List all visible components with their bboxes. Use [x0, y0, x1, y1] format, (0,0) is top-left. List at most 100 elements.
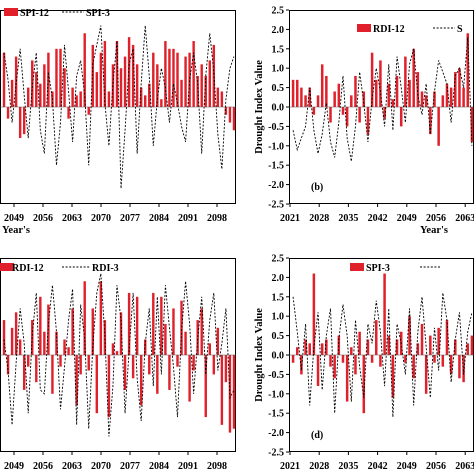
bar [370, 355, 374, 363]
bar [424, 95, 428, 107]
bar [308, 87, 311, 107]
bar [188, 355, 191, 402]
bar [103, 41, 107, 107]
legend-bar-label: RDI-12 [373, 24, 405, 35]
bar [79, 355, 82, 375]
bar [341, 355, 345, 363]
bar [316, 355, 320, 387]
bar [454, 72, 457, 107]
x-tick-label: 2056 [426, 213, 446, 224]
bar [437, 107, 440, 146]
panel-label: (b) [311, 182, 323, 193]
x-tick-label: 2063 [62, 461, 82, 472]
bar [148, 83, 151, 107]
x-tick-label: 2042 [368, 461, 388, 472]
bar [10, 79, 14, 107]
y-tick-label: -2.5 [268, 448, 284, 459]
bar [212, 355, 216, 375]
x-tick-label: 2049 [397, 213, 417, 224]
bar [144, 339, 147, 355]
bar [119, 312, 123, 355]
legend-bar-swatch [350, 263, 364, 271]
bar [362, 91, 366, 107]
x-tick-label: 2056 [33, 213, 53, 224]
bar [416, 72, 420, 107]
bar [354, 75, 357, 107]
y-tick-label: 1.0 [272, 312, 285, 323]
bar [333, 91, 336, 107]
bar [449, 355, 453, 375]
x-tick-label: 2035 [338, 213, 358, 224]
x-tick-label: 2028 [309, 461, 329, 472]
bar [67, 347, 70, 355]
bar [6, 107, 10, 119]
bar [152, 292, 155, 355]
bar [383, 273, 386, 355]
bar [75, 95, 78, 107]
x-tick-label: 2091 [178, 213, 198, 224]
bar [87, 355, 90, 371]
dashed-line-series [292, 292, 473, 418]
y-tick-label: -2.0 [268, 180, 284, 191]
bar [152, 52, 155, 107]
bar [111, 343, 115, 355]
bar [345, 355, 349, 402]
bar [333, 355, 336, 379]
x-tick-label: 2028 [309, 213, 329, 224]
bar [204, 75, 207, 107]
bar [2, 52, 6, 107]
y-tick-label: -2.5 [268, 200, 284, 211]
bar [295, 79, 299, 107]
bar [416, 343, 420, 355]
bar [200, 64, 203, 107]
bar [470, 107, 474, 142]
bar [462, 87, 465, 107]
bar [91, 308, 94, 355]
bar [160, 296, 163, 355]
bar [429, 335, 432, 355]
bar [312, 273, 316, 355]
bar [27, 87, 30, 107]
bar [399, 107, 403, 127]
bar [404, 56, 407, 107]
bar [2, 320, 6, 355]
bar [341, 107, 345, 115]
bar [308, 343, 311, 355]
bar [67, 107, 70, 119]
bar [441, 95, 445, 107]
bar [228, 107, 232, 123]
bar [350, 95, 353, 107]
y-tick-label: 0.5 [272, 83, 285, 94]
bar [224, 355, 228, 383]
x-tick-label: 2070 [91, 213, 111, 224]
bar [131, 355, 135, 379]
bar [441, 355, 445, 367]
bar [204, 355, 207, 418]
bar [466, 343, 470, 355]
bar [462, 355, 465, 383]
bar [63, 339, 66, 355]
bar [208, 60, 211, 107]
y-tick-label: 0.0 [272, 351, 285, 362]
bar [139, 87, 143, 107]
x-tick-label: 2098 [207, 213, 227, 224]
chart-panels: 2049 2056 2063 2070 2077 2084 2091 2098 SPI-12 SP… [0, 6, 474, 474]
bar [180, 300, 183, 355]
bar [232, 107, 236, 131]
bar [216, 87, 220, 107]
bar [180, 79, 183, 107]
x-tick-label: 2056 [426, 461, 446, 472]
bar [295, 347, 299, 355]
legend-bar-label: RDI-12 [12, 263, 44, 274]
x-tick-label: 2091 [178, 461, 198, 472]
bar [350, 347, 353, 355]
bar [433, 91, 436, 107]
bar [220, 355, 224, 425]
bar [325, 75, 328, 107]
bar [35, 72, 38, 107]
bar [160, 99, 163, 107]
bar [379, 355, 382, 367]
bar [445, 83, 449, 107]
legend-line-label: RDI-3 [92, 263, 119, 274]
y-tick-label: 1.0 [272, 64, 285, 75]
